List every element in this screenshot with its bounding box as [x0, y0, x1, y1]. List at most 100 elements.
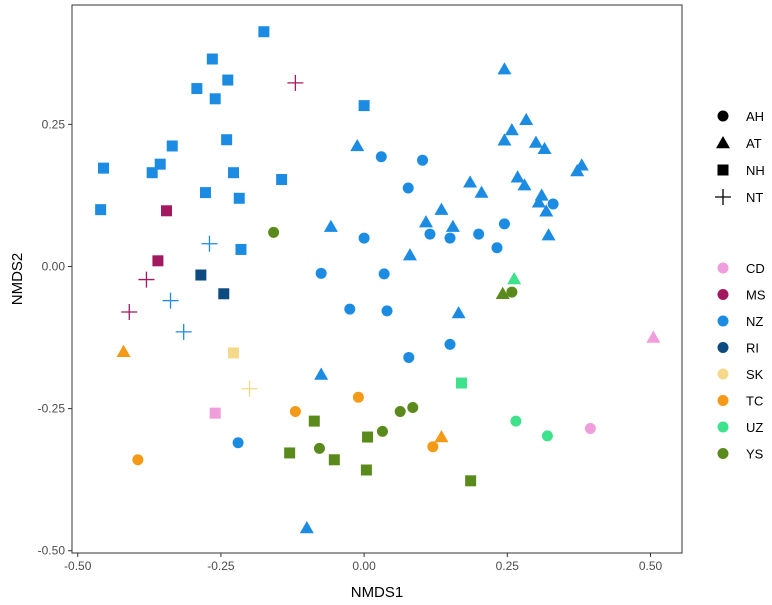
data-point — [138, 271, 155, 288]
data-point — [284, 447, 296, 459]
data-point — [547, 198, 559, 210]
data-point — [541, 228, 556, 241]
data-point — [537, 141, 552, 155]
x-tick-label: -0.50 — [64, 559, 92, 573]
data-point — [531, 195, 546, 208]
x-tick-label: 0.25 — [496, 559, 520, 573]
data-point — [402, 182, 414, 194]
data-point — [444, 338, 456, 350]
data-point — [152, 255, 164, 267]
data-point — [451, 306, 466, 319]
data-point — [358, 232, 370, 244]
data-point — [434, 430, 449, 443]
data-point — [121, 303, 138, 320]
data-point — [323, 219, 338, 232]
data-point — [191, 83, 203, 95]
data-point — [381, 305, 393, 317]
data-point — [376, 425, 388, 437]
data-point — [434, 202, 449, 215]
data-point — [539, 204, 554, 217]
x-tick-label: -0.25 — [207, 559, 235, 573]
data-point — [506, 286, 518, 298]
y-tick-label: 0.00 — [42, 259, 66, 273]
data-point — [362, 431, 374, 443]
legend-shape-label: AT — [746, 136, 762, 151]
legend-color-key — [717, 448, 729, 459]
data-point — [201, 235, 218, 252]
legend-shape-key — [716, 136, 730, 149]
data-points — [95, 26, 661, 534]
data-point — [313, 442, 325, 454]
data-point — [570, 163, 585, 177]
data-point — [241, 380, 258, 397]
data-point — [528, 135, 543, 148]
data-point — [98, 162, 110, 174]
data-point — [195, 269, 207, 281]
data-point — [394, 405, 406, 417]
data-point — [417, 154, 429, 166]
y-tick-label: -0.50 — [38, 544, 66, 558]
y-axis-title: NMDS2 — [9, 253, 26, 306]
legend-color-label: MS — [746, 288, 766, 303]
shape-legend: AH AT NH NT — [715, 109, 765, 205]
data-point — [402, 248, 417, 261]
data-point — [209, 93, 221, 105]
data-point — [498, 218, 510, 230]
data-point — [228, 167, 240, 179]
legend-color-key — [717, 368, 729, 380]
legend-color-key — [717, 289, 729, 300]
data-point — [116, 344, 131, 357]
data-point — [403, 351, 415, 363]
data-point — [465, 475, 477, 487]
data-point — [517, 178, 532, 191]
data-point — [474, 185, 489, 198]
legend-color-key — [717, 421, 729, 433]
color-legend: CD MS NZ RI SK TC UZ YS — [717, 261, 766, 462]
data-point — [646, 330, 661, 343]
legend-shape-key — [717, 110, 729, 122]
x-tick-label: 0.50 — [639, 559, 663, 573]
legend-color-label: RI — [746, 341, 759, 356]
data-point — [95, 204, 107, 216]
data-point — [445, 219, 460, 232]
data-point — [358, 100, 370, 112]
data-point — [132, 454, 144, 466]
legend-shape-label: NH — [746, 163, 765, 178]
y-axis: -0.50 -0.25 0.00 0.25 — [38, 117, 72, 558]
data-point — [507, 272, 522, 285]
data-point — [233, 192, 245, 204]
legend-shape-key — [715, 189, 731, 205]
data-point — [352, 391, 364, 403]
data-point — [308, 415, 320, 427]
x-axis: -0.50 -0.25 0.00 0.25 0.50 — [64, 553, 662, 573]
data-point — [444, 232, 456, 244]
data-point — [146, 167, 158, 179]
data-point — [510, 415, 522, 427]
data-point — [287, 74, 304, 91]
data-point — [289, 405, 301, 417]
legend-shape-label: NT — [746, 190, 763, 205]
x-tick-label: 0.00 — [352, 559, 376, 573]
data-point — [228, 347, 240, 359]
data-point — [258, 26, 270, 38]
data-point — [344, 303, 356, 315]
data-point — [161, 205, 173, 217]
data-point — [154, 158, 166, 170]
legend-color-key — [717, 315, 729, 327]
data-point — [504, 123, 519, 136]
legend-color-label: SK — [746, 367, 764, 382]
data-point — [218, 288, 230, 300]
data-point — [232, 437, 244, 449]
legend-color-key — [717, 262, 729, 274]
data-point — [495, 286, 510, 299]
data-point — [314, 367, 329, 380]
data-point — [206, 53, 218, 65]
data-point — [175, 323, 192, 340]
data-point — [235, 243, 247, 255]
legend-color-label: NZ — [746, 314, 763, 329]
data-point — [222, 74, 234, 86]
data-point — [350, 138, 365, 152]
data-point — [497, 62, 512, 75]
data-point — [584, 423, 596, 435]
